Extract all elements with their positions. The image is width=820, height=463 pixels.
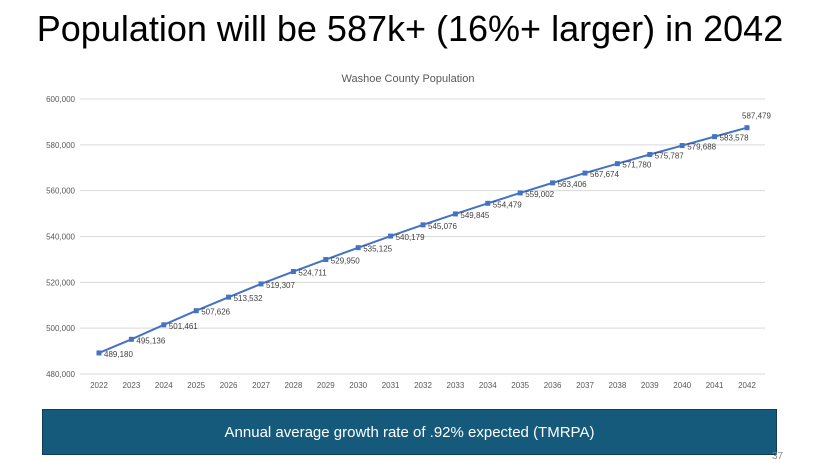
- x-tick-label: 2025: [187, 381, 205, 390]
- data-point: [323, 257, 329, 263]
- page-number: 37: [772, 451, 784, 462]
- data-label: 563,406: [558, 180, 587, 189]
- data-point: [712, 134, 718, 140]
- x-tick-label: 2028: [285, 381, 303, 390]
- x-tick-label: 2034: [479, 381, 497, 390]
- data-point: [485, 200, 491, 206]
- data-point: [193, 308, 199, 314]
- data-label: 554,479: [493, 200, 522, 209]
- x-tick-label: 2040: [673, 381, 691, 390]
- data-label: 587,479: [742, 112, 771, 121]
- data-point: [388, 233, 394, 239]
- data-point: [258, 281, 264, 287]
- y-tick-label: 520,000: [46, 278, 75, 287]
- data-point: [452, 211, 458, 217]
- data-label: 513,532: [234, 294, 263, 303]
- population-line-chart: Washoe County Population 480,000 500,000 5…: [46, 73, 771, 390]
- x-tick-label: 2022: [90, 381, 108, 390]
- x-tick-label: 2032: [414, 381, 432, 390]
- data-point: [355, 245, 361, 251]
- y-tick-label: 540,000: [46, 233, 75, 242]
- data-point: [128, 336, 134, 342]
- data-label: 495,136: [136, 336, 165, 345]
- x-tick-label: 2031: [382, 381, 400, 390]
- data-label: 545,076: [428, 222, 457, 231]
- x-tick-label: 2035: [511, 381, 529, 390]
- data-label: 549,845: [460, 211, 489, 220]
- data-point: [647, 151, 653, 157]
- x-tick-label: 2024: [155, 381, 173, 390]
- data-point: [517, 190, 523, 196]
- data-point: [744, 125, 750, 131]
- data-point: [420, 222, 426, 228]
- data-label: 489,180: [104, 350, 133, 359]
- x-tick-label: 2027: [252, 381, 270, 390]
- data-label: 524,711: [298, 269, 327, 278]
- x-tick-label: 2030: [349, 381, 367, 390]
- banner-text: Annual average growth rate of .92% expec…: [224, 423, 595, 441]
- data-point: [161, 322, 167, 328]
- x-tick-label: 2038: [609, 381, 627, 390]
- data-label: 529,950: [331, 257, 360, 266]
- data-label: 567,674: [590, 170, 619, 179]
- data-label: 535,125: [363, 245, 392, 254]
- y-tick-label: 560,000: [46, 187, 75, 196]
- data-label: 575,787: [655, 151, 684, 160]
- data-point: [550, 180, 556, 186]
- chart-title: Washoe County Population: [342, 73, 475, 85]
- x-tick-label: 2033: [447, 381, 465, 390]
- x-tick-label: 2029: [317, 381, 335, 390]
- data-label: 507,626: [201, 308, 230, 317]
- data-point: [226, 294, 232, 300]
- x-tick-label: 2036: [544, 381, 562, 390]
- data-label: 519,307: [266, 281, 295, 290]
- data-label: 559,002: [525, 190, 554, 199]
- y-tick-label: 580,000: [46, 141, 75, 150]
- data-label: 579,688: [687, 143, 716, 152]
- data-point: [582, 170, 588, 176]
- data-point: [679, 143, 685, 149]
- y-tick-label: 600,000: [46, 95, 75, 104]
- x-tick-label: 2037: [576, 381, 594, 390]
- x-tick-label: 2042: [738, 381, 756, 390]
- x-tick-label: 2041: [706, 381, 724, 390]
- x-tick-label: 2023: [123, 381, 141, 390]
- y-tick-label: 480,000: [46, 370, 75, 379]
- data-point: [290, 269, 296, 275]
- data-point: [614, 161, 620, 167]
- data-label: 540,179: [396, 233, 425, 242]
- data-label: 583,578: [720, 134, 749, 143]
- data-point: [96, 350, 102, 356]
- slide-title: Population will be 587k+ (16%+ larger) i…: [36, 8, 784, 49]
- growth-rate-banner: Annual average growth rate of .92% expec…: [42, 409, 777, 455]
- x-tick-label: 2039: [641, 381, 659, 390]
- y-tick-label: 500,000: [46, 324, 75, 333]
- data-label: 571,780: [622, 161, 651, 170]
- data-label: 501,461: [169, 322, 198, 331]
- x-tick-label: 2026: [220, 381, 238, 390]
